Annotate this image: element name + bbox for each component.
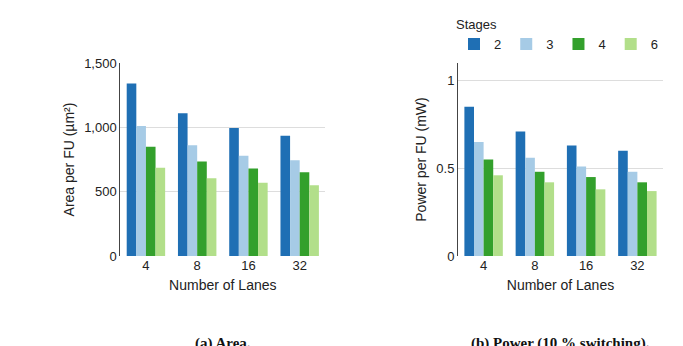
svg-text:8: 8	[531, 258, 538, 273]
svg-text:0: 0	[447, 249, 454, 264]
svg-text:2: 2	[494, 37, 501, 52]
svg-text:Area per FU (µm²): Area per FU (µm²)	[61, 103, 77, 217]
svg-text:4: 4	[598, 37, 605, 52]
svg-text:16: 16	[579, 258, 593, 273]
svg-text:0: 0	[109, 249, 116, 264]
svg-text:(b) Power (10 % switching).: (b) Power (10 % switching).	[471, 335, 650, 346]
svg-text:500: 500	[95, 184, 117, 199]
svg-text:4: 4	[142, 258, 149, 273]
svg-text:1: 1	[447, 73, 454, 88]
svg-text:Number of Lanes: Number of Lanes	[169, 277, 276, 293]
svg-text:6: 6	[651, 37, 658, 52]
svg-text:1,500: 1,500	[84, 56, 117, 71]
svg-text:(a) Area.: (a) Area.	[195, 335, 251, 346]
svg-text:Number of Lanes: Number of Lanes	[507, 277, 614, 293]
svg-text:16: 16	[241, 258, 255, 273]
svg-text:4: 4	[480, 258, 487, 273]
svg-text:1,000: 1,000	[84, 120, 117, 135]
svg-text:Power per FU (mW): Power per FU (mW)	[413, 97, 429, 221]
svg-text:32: 32	[292, 258, 306, 273]
svg-text:32: 32	[630, 258, 644, 273]
svg-text:3: 3	[546, 37, 553, 52]
svg-text:8: 8	[194, 258, 201, 273]
svg-text:Stages: Stages	[456, 17, 497, 32]
svg-text:0.5: 0.5	[436, 161, 454, 176]
